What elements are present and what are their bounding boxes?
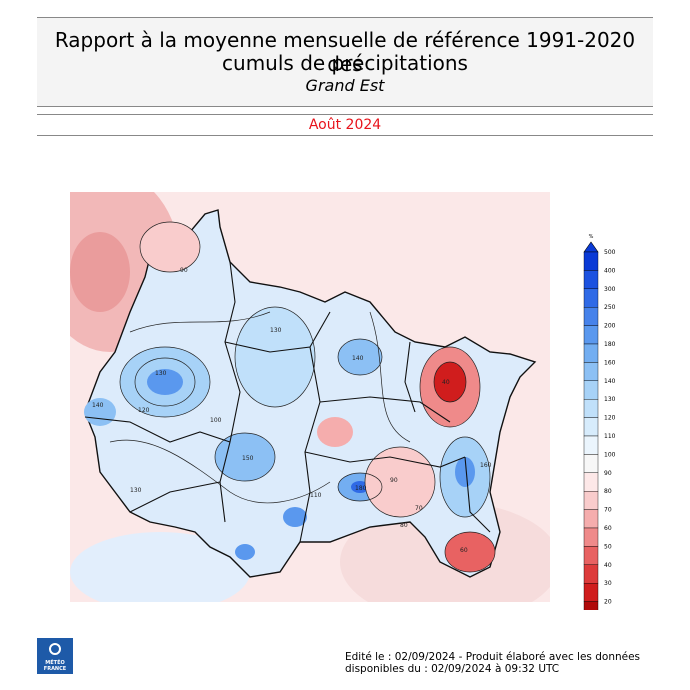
legend-bar: [583, 564, 599, 584]
legend-bar: [583, 306, 599, 326]
low-zone-vosges-west: [365, 447, 435, 517]
contour-label: 70: [415, 505, 423, 512]
legend-tick-label: 180: [604, 341, 616, 348]
meteo-france-logo: MÉTÉO FRANCE: [37, 638, 73, 674]
high-zone-far-west: [84, 398, 116, 426]
legend-tick-label: 160: [604, 359, 616, 366]
legend-tick-label: 50: [604, 543, 612, 550]
contour-label: 60: [460, 547, 468, 554]
legend-bar: [583, 546, 599, 565]
legend-tick-label: 60: [604, 525, 612, 532]
legend-bar: [583, 583, 599, 602]
page-title-continued: cumuls de précipitations: [222, 51, 468, 75]
legend-bar: [583, 454, 599, 473]
legend-tick-label: 200: [604, 323, 616, 330]
legend-bar: [583, 398, 599, 418]
zone-northwest-core: [70, 232, 130, 312]
legend-tick-label: 110: [604, 433, 616, 440]
high-zone-west-core: [147, 369, 183, 395]
edition-info: Edité le : 02/09/2024 - Produit élaboré …: [345, 651, 640, 675]
period-label: Août 2024: [308, 117, 382, 133]
contour-label: 130: [155, 370, 167, 377]
legend-bars: [583, 241, 599, 610]
contour-label: 130: [130, 487, 142, 494]
contour-label: 140: [92, 402, 104, 409]
data-availability: disponibles du : 02/09/2024 à 09:32 UTC: [345, 663, 560, 675]
legend-top-arrow: [583, 241, 599, 253]
legend-bar: [583, 251, 599, 271]
legend-tick-label: 90: [604, 470, 612, 477]
logo-text: MÉTÉO FRANCE: [37, 660, 73, 672]
low-zone-sundgau: [445, 532, 495, 572]
legend-tick-label: 20: [604, 599, 612, 606]
legend-tick-label: 100: [604, 451, 616, 458]
legend-unit: %: [589, 234, 594, 240]
legend-bar: [583, 343, 599, 363]
legend-tick-label: 30: [604, 580, 612, 587]
contour-label: 80: [400, 522, 408, 529]
legend-bar: [583, 527, 599, 547]
high-zone-vosges-core: [351, 481, 369, 493]
legend-bar: [583, 362, 599, 381]
contour-label: 110: [310, 492, 322, 499]
contour-label: 120: [138, 407, 150, 414]
page-title: Rapport à la moyenne mensuelle de référe…: [54, 28, 636, 76]
legend-bar: [583, 491, 599, 510]
legend-labels: 500 400 300 250 200 180 160 140 130 120 110 100 90 80…: [604, 249, 616, 606]
legend-tick-label: 120: [604, 415, 616, 422]
high-zone-south: [283, 507, 307, 527]
contour-label: 140: [352, 355, 364, 362]
precipitation-ratio-map: 130 140 120 130 110 90 80 70 60 40 160 1…: [70, 192, 550, 602]
zone-southwest-outside: [70, 532, 250, 602]
contour-label: 180: [355, 485, 367, 492]
logo-mark-icon: [49, 643, 61, 655]
contour-label: 150: [242, 455, 254, 462]
high-zone-center: [215, 433, 275, 481]
high-zone-far-south: [235, 544, 255, 560]
high-zone-lorraine: [338, 339, 382, 375]
legend-bar: [583, 472, 599, 492]
high-zone-alsace-core: [455, 457, 475, 487]
legend-tick-label: 70: [604, 507, 612, 514]
contour-label: 40: [442, 379, 450, 386]
legend-bar: [583, 270, 599, 290]
low-zone-north-alsace-core: [434, 362, 466, 402]
legend-bar: [583, 601, 599, 610]
legend-bar: [583, 288, 599, 308]
legend-bar: [583, 509, 599, 529]
low-zone-ardennes: [140, 222, 200, 272]
contour-label: 100: [210, 417, 222, 424]
legend-tick-label: 500: [604, 249, 616, 256]
legend-bar: [583, 417, 599, 437]
high-zone-north-center: [235, 307, 315, 407]
edition-date: Edité le : 02/09/2024 - Produit élaboré …: [345, 651, 641, 663]
logo-text-line1: MÉTÉO: [45, 660, 65, 666]
contour-lines: [109, 221, 496, 573]
color-scale-legend: % 500 400 300 250 200 180 160 140 130 120 110 100 90…: [583, 234, 616, 610]
contour-label: 90: [180, 267, 188, 274]
legend-bar: [583, 325, 599, 345]
period-panel: Août 2024: [37, 114, 653, 136]
legend-tick-label: 140: [604, 378, 616, 385]
region-name: Grand Est: [305, 76, 385, 95]
logo-text-line2: FRANCE: [43, 666, 67, 672]
legend-tick-label: 40: [604, 562, 612, 569]
title-panel: Rapport à la moyenne mensuelle de référe…: [37, 17, 653, 107]
legend-tick-label: 400: [604, 267, 616, 274]
legend-tick-label: 130: [604, 396, 616, 403]
legend-bar: [583, 380, 599, 400]
legend-tick-label: 250: [604, 304, 616, 311]
legend-bar: [583, 435, 599, 455]
contour-label: 130: [270, 327, 282, 334]
low-zone-meurthe: [317, 417, 353, 447]
department-boundaries: [84, 261, 491, 543]
contour-label: 90: [390, 477, 398, 484]
legend-tick-label: 300: [604, 286, 616, 293]
contour-label: 160: [480, 462, 492, 469]
legend-tick-label: 80: [604, 488, 612, 495]
